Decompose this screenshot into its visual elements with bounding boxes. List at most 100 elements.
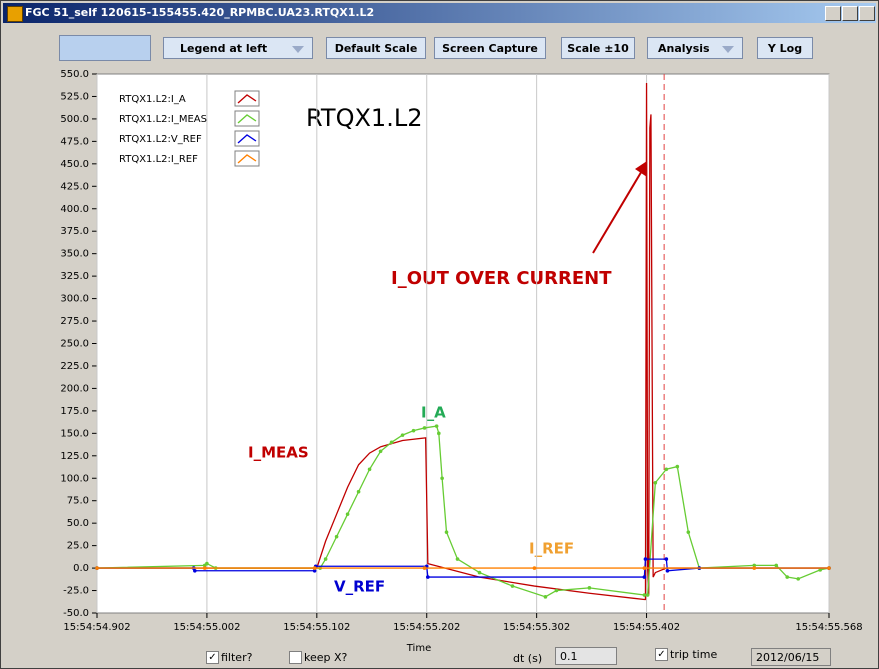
- y-tick-label: 25.0: [67, 541, 89, 552]
- legend-swatch: [237, 154, 257, 164]
- maximize-button[interactable]: [842, 6, 858, 21]
- minimize-button[interactable]: [825, 6, 841, 21]
- data-point: [389, 440, 394, 445]
- dt-label: dt (s): [513, 652, 543, 665]
- y-tick-label: 400.0: [60, 204, 89, 215]
- data-point: [827, 566, 831, 570]
- x-axis-label: Time: [406, 643, 431, 654]
- x-tick-label: 15:54:55.002: [173, 622, 240, 633]
- y-tick-label: 150.0: [60, 428, 89, 439]
- data-point: [95, 566, 99, 570]
- legend-swatch: [237, 114, 257, 124]
- data-point: [400, 433, 405, 437]
- x-tick-label: 15:54:55.302: [503, 622, 570, 633]
- data-point: [642, 593, 647, 597]
- x-tick-label: 15:54:55.402: [613, 622, 680, 633]
- x-tick-label: 15:54:54.902: [63, 622, 130, 633]
- legend-button[interactable]: Legend at left: [163, 37, 313, 59]
- annotation: I_OUT OVER CURRENT: [391, 268, 612, 289]
- plot-area: [96, 73, 830, 614]
- legend-label: RTQX1.L2:I_A: [119, 94, 186, 105]
- app-icon: [7, 6, 23, 22]
- trip-time-label: trip time: [670, 648, 718, 661]
- series-line: [96, 425, 830, 598]
- tool-palette[interactable]: [59, 35, 151, 61]
- data-point: [426, 575, 430, 579]
- data-point: [477, 570, 482, 575]
- data-point: [422, 426, 427, 430]
- y-tick-label: 200.0: [60, 383, 89, 394]
- x-tick-label: 15:54:55.568: [795, 622, 862, 633]
- arrow: [592, 168, 644, 254]
- keep-x-checkbox[interactable]: [289, 651, 302, 664]
- filter-checkbox[interactable]: ✓: [206, 651, 219, 664]
- ylog-button[interactable]: Y Log: [757, 37, 813, 59]
- data-point: [642, 575, 647, 579]
- data-point: [643, 557, 648, 561]
- date-field: 2012/06/15: [751, 648, 831, 666]
- data-point: [752, 563, 757, 568]
- x-tick-label: 15:54:55.102: [283, 622, 350, 633]
- dt-field[interactable]: 0.1: [555, 647, 617, 665]
- data-point: [653, 480, 658, 485]
- data-point: [334, 534, 339, 539]
- data-point: [444, 530, 449, 534]
- data-point: [367, 467, 372, 472]
- data-point: [665, 568, 670, 573]
- data-point: [411, 428, 416, 433]
- x-tick-label: 15:54:55.202: [393, 622, 460, 633]
- data-point: [205, 561, 209, 566]
- legend-swatch-box: [234, 110, 260, 127]
- filter-label: filter?: [221, 651, 253, 664]
- data-point: [645, 593, 650, 597]
- data-point: [686, 530, 691, 534]
- data-point: [796, 577, 801, 581]
- data-point: [312, 568, 317, 573]
- y-tick-label: 500.0: [60, 114, 89, 125]
- y-tick-label: 125.0: [60, 451, 89, 462]
- y-tick-label: -50.0: [63, 608, 89, 619]
- close-button[interactable]: [859, 6, 875, 21]
- analysis-button[interactable]: Analysis: [647, 37, 743, 59]
- y-tick-label: 250.0: [60, 339, 89, 350]
- y-tick-label: 100.0: [60, 473, 89, 484]
- data-point: [818, 568, 823, 572]
- data-point: [422, 566, 427, 570]
- default-scale-button[interactable]: Default Scale: [326, 37, 426, 59]
- y-tick-label: 425.0: [60, 181, 89, 192]
- data-point: [752, 566, 757, 570]
- data-point: [323, 557, 328, 561]
- y-tick-label: 375.0: [60, 226, 89, 237]
- data-point: [345, 512, 350, 516]
- data-point: [378, 449, 383, 454]
- data-point: [532, 566, 537, 570]
- y-tick-label: 50.0: [67, 518, 89, 529]
- data-point: [202, 566, 207, 570]
- annotation: V_REF: [334, 578, 385, 596]
- data-point: [455, 557, 460, 561]
- data-point: [664, 467, 669, 472]
- y-tick-label: 175.0: [60, 406, 89, 417]
- data-point: [193, 568, 197, 573]
- y-tick-label: 0.0: [73, 563, 89, 574]
- y-tick-label: 325.0: [60, 271, 89, 282]
- legend-swatch-box: [234, 130, 260, 147]
- scale-button[interactable]: Scale ±10: [561, 37, 635, 59]
- legend-swatch: [237, 94, 257, 104]
- legend-label: RTQX1.L2:I_MEAS: [119, 114, 207, 125]
- y-tick-label: 550.0: [60, 69, 89, 80]
- data-point: [434, 424, 439, 428]
- screen-capture-button[interactable]: Screen Capture: [434, 37, 546, 59]
- legend-label: RTQX1.L2:V_REF: [119, 134, 202, 145]
- title-bar: FGC 51_self 120615-155455.420_RPMBC.UA23…: [3, 3, 876, 23]
- data-point: [510, 584, 515, 588]
- y-tick-label: 525.0: [60, 91, 89, 102]
- annotation: I_A: [421, 404, 446, 422]
- trip-time-checkbox[interactable]: ✓: [655, 648, 668, 661]
- annotation: I_REF: [529, 540, 574, 558]
- y-tick-label: -25.0: [63, 586, 89, 597]
- window-title: FGC 51_self 120615-155455.420_RPMBC.UA23…: [25, 6, 375, 19]
- data-point: [642, 566, 647, 570]
